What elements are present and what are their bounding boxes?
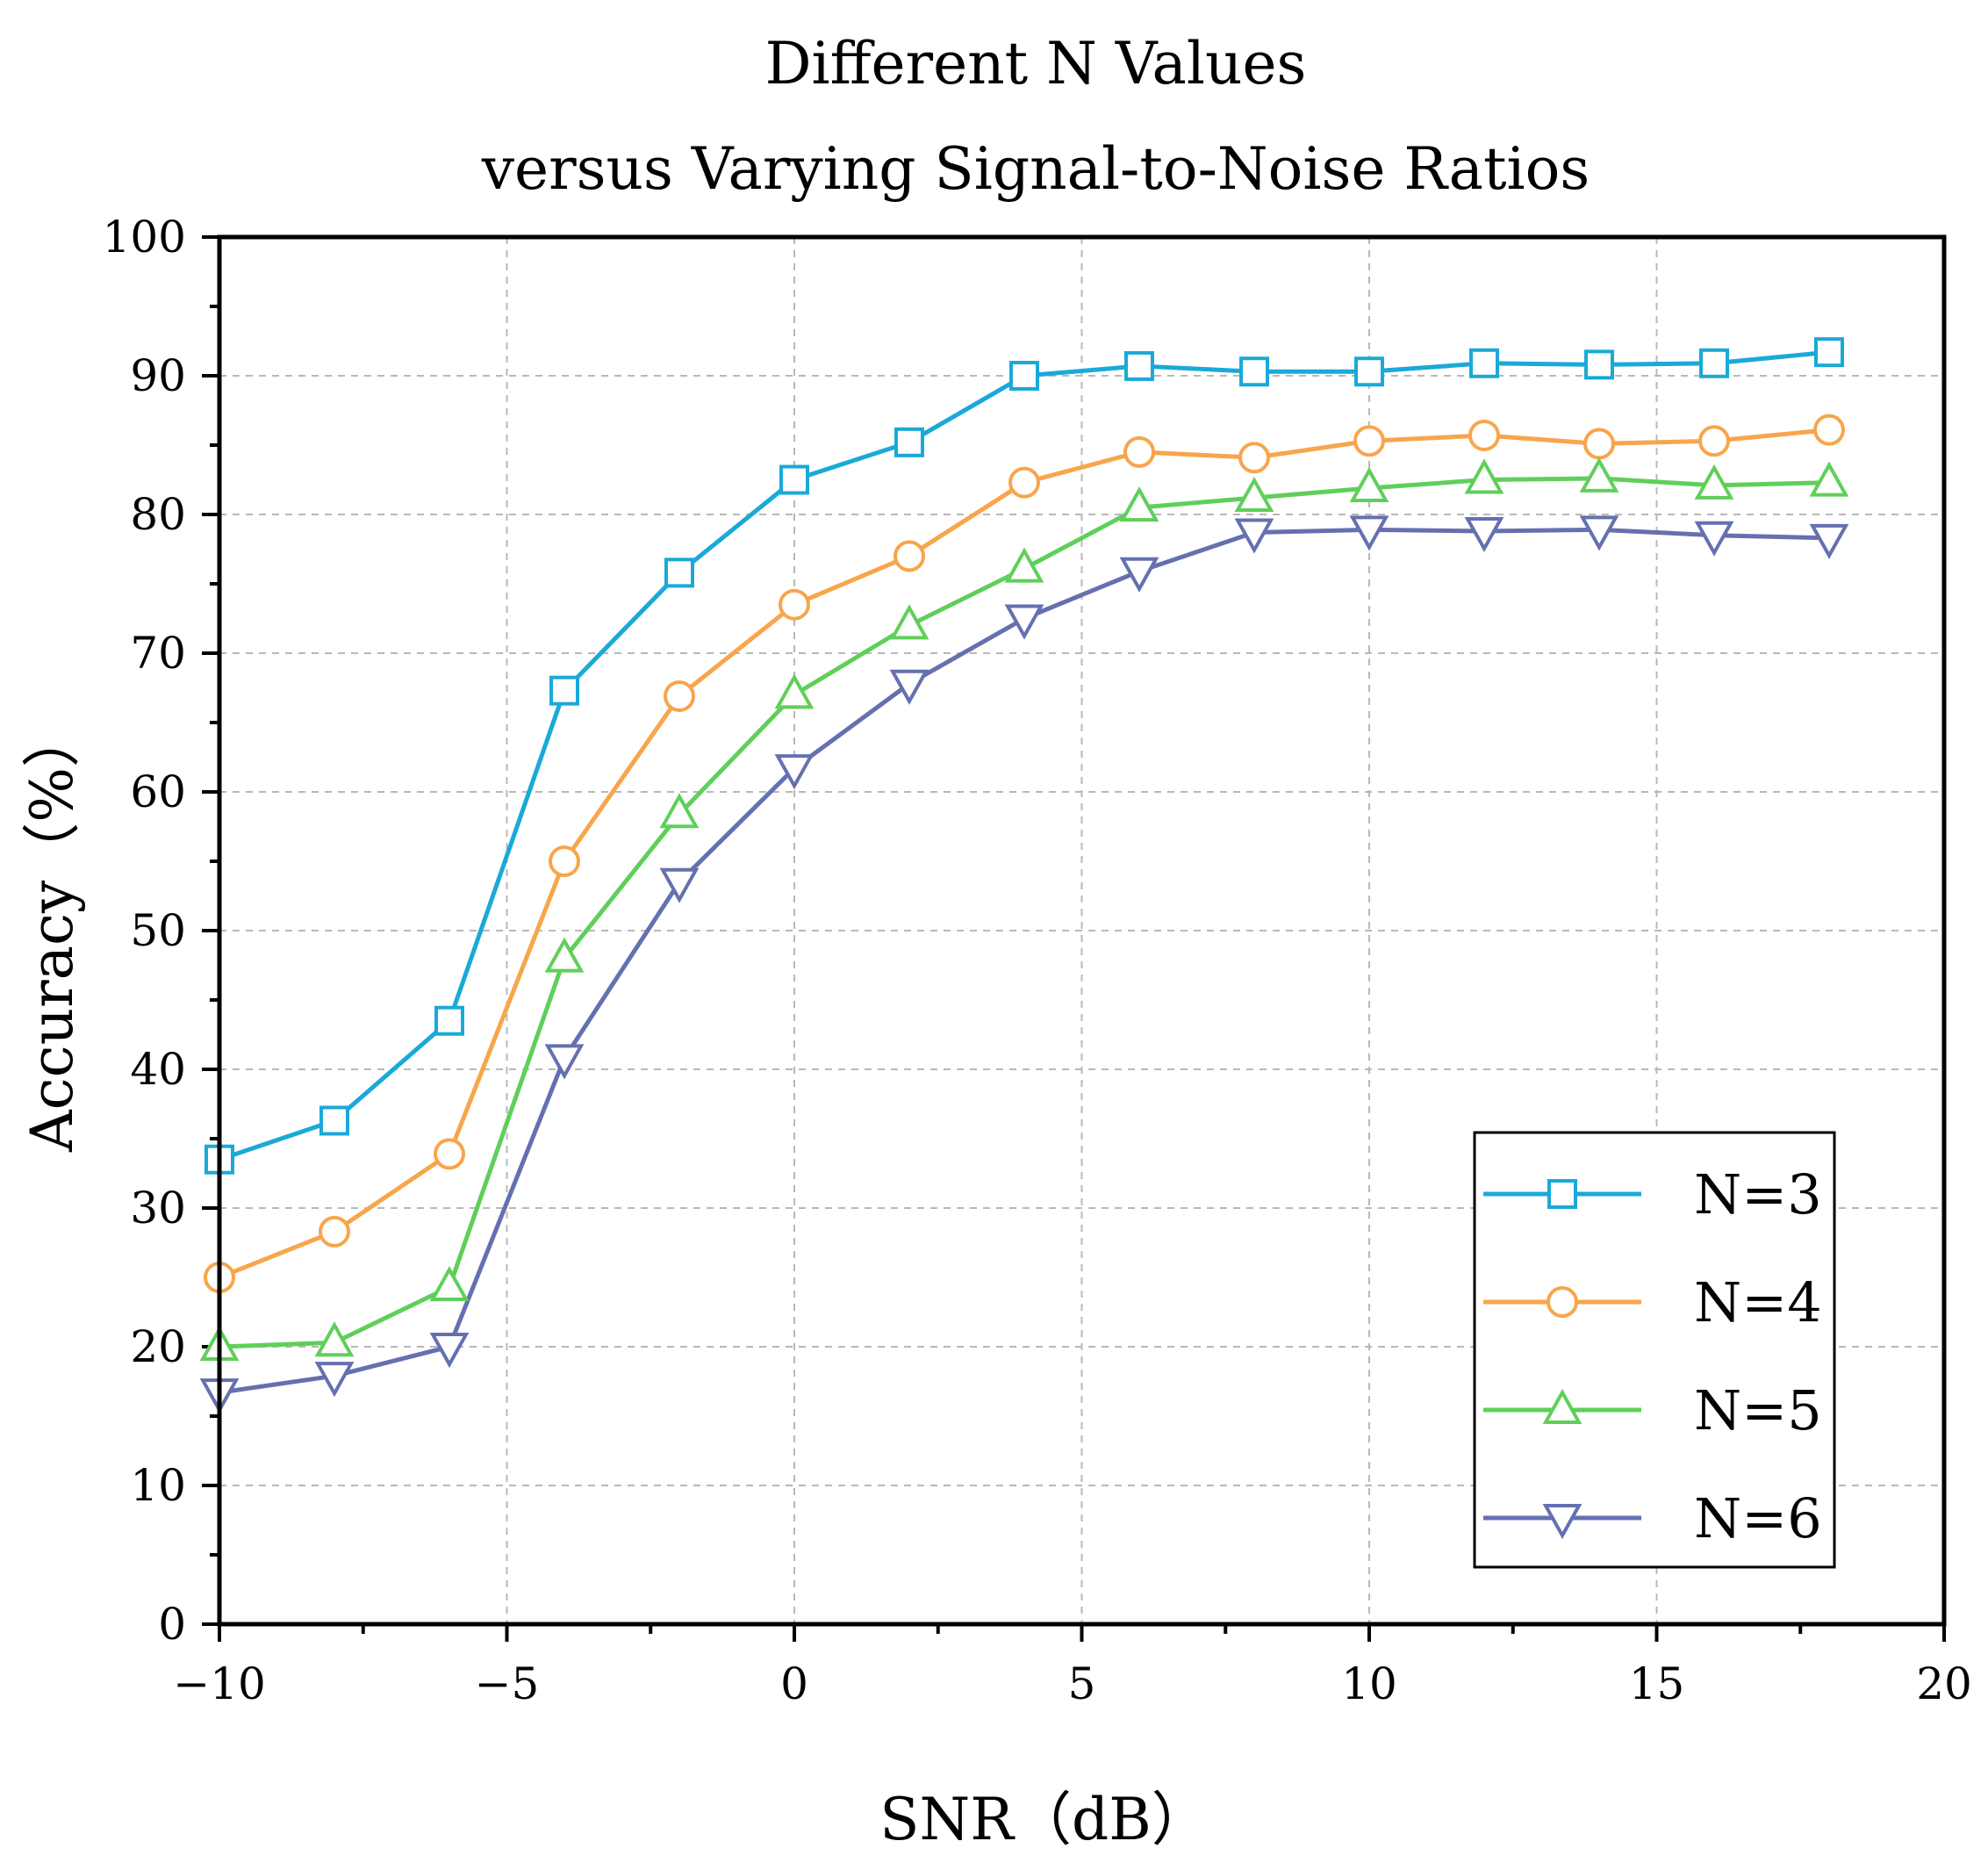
y-tick-label: 90 bbox=[130, 350, 186, 401]
data-point-n5 bbox=[1004, 547, 1044, 583]
data-point-n6 bbox=[659, 867, 700, 903]
data-point-n5 bbox=[1234, 476, 1274, 513]
data-point-n4 bbox=[664, 680, 695, 712]
data-point-n6 bbox=[429, 1333, 470, 1369]
x-tick-label: 0 bbox=[780, 1658, 808, 1709]
data-point-n6 bbox=[1694, 521, 1734, 557]
axis-ticks: 0 10 20 30 40 50 60 70 80 90 100 −10 −5 0 5 10 15 20 bbox=[103, 212, 1972, 1709]
y-tick-label: 30 bbox=[130, 1183, 186, 1233]
x-tick-label: 10 bbox=[1341, 1658, 1397, 1709]
data-point-n4 bbox=[434, 1138, 465, 1170]
y-tick-label: 0 bbox=[158, 1599, 186, 1650]
data-point-n4 bbox=[894, 540, 925, 572]
data-point-n6 bbox=[889, 669, 929, 705]
chart-title: Different N Values bbox=[765, 30, 1307, 97]
data-point-n5 bbox=[1119, 486, 1159, 522]
data-point-n3 bbox=[1469, 348, 1499, 378]
legend-marker-n6 bbox=[1542, 1504, 1583, 1540]
data-point-n3 bbox=[549, 675, 579, 706]
x-tick-label: 15 bbox=[1629, 1658, 1685, 1709]
data-point-n3 bbox=[1699, 348, 1729, 378]
x-tick-label: −5 bbox=[475, 1658, 540, 1709]
data-point-n3 bbox=[1584, 349, 1614, 380]
data-point-n5 bbox=[429, 1265, 470, 1302]
data-point-n6 bbox=[1464, 516, 1504, 553]
data-point-n6 bbox=[314, 1362, 355, 1398]
data-point-n5 bbox=[1579, 457, 1619, 493]
data-point-n4 bbox=[1123, 435, 1155, 468]
data-point-n5 bbox=[1464, 458, 1504, 494]
data-point-n4 bbox=[779, 588, 810, 621]
y-tick-label: 80 bbox=[130, 489, 186, 540]
data-point-n5 bbox=[1809, 461, 1849, 497]
data-point-n3 bbox=[1124, 350, 1154, 381]
data-point-n5 bbox=[889, 604, 929, 640]
y-tick-label: 50 bbox=[130, 905, 186, 956]
data-point-n3 bbox=[779, 464, 809, 495]
data-point-n6 bbox=[774, 754, 815, 790]
y-tick-label: 60 bbox=[130, 766, 186, 817]
data-point-n3 bbox=[1239, 356, 1269, 387]
data-point-n6 bbox=[544, 1044, 585, 1080]
data-point-n4 bbox=[319, 1215, 350, 1248]
data-point-n3 bbox=[1354, 356, 1384, 387]
data-point-n5 bbox=[774, 673, 815, 709]
data-point-n5 bbox=[314, 1321, 355, 1357]
data-point-n5 bbox=[659, 793, 700, 829]
legend-marker-n4 bbox=[1547, 1286, 1578, 1318]
legend-label-n6: N=6 bbox=[1694, 1486, 1822, 1550]
x-tick-label: −10 bbox=[173, 1658, 266, 1709]
data-point-n4 bbox=[549, 845, 580, 877]
data-point-n4 bbox=[1813, 414, 1845, 446]
data-point-n6 bbox=[1234, 518, 1274, 554]
data-point-n6 bbox=[1119, 557, 1159, 593]
y-tick-label: 40 bbox=[130, 1044, 186, 1095]
data-point-n4 bbox=[1008, 466, 1040, 499]
x-tick-label: 5 bbox=[1068, 1658, 1096, 1709]
data-point-n5 bbox=[544, 937, 585, 973]
data-point-n4 bbox=[1468, 419, 1500, 451]
data-point-n6 bbox=[1004, 604, 1044, 640]
data-point-n4 bbox=[1583, 428, 1615, 460]
y-tick-label: 10 bbox=[130, 1460, 186, 1511]
data-point-n4 bbox=[1238, 442, 1270, 474]
data-point-n6 bbox=[1809, 523, 1849, 559]
data-point-n6 bbox=[1349, 515, 1389, 551]
plot-frame bbox=[217, 234, 1947, 1627]
chart-subtitle: versus Varying Signal-to-Noise Ratios bbox=[481, 135, 1590, 203]
x-axis-label: SNR（dB） bbox=[879, 1786, 1209, 1853]
data-point-n3 bbox=[434, 1005, 464, 1036]
legend-label-n4: N=4 bbox=[1694, 1270, 1822, 1334]
legend-marker-n5 bbox=[1542, 1388, 1583, 1424]
data-point-n4 bbox=[1698, 425, 1730, 457]
data-point-n3 bbox=[1009, 361, 1039, 391]
legend-marker-n3 bbox=[1547, 1179, 1577, 1209]
y-tick-label: 70 bbox=[130, 628, 186, 679]
data-point-n6 bbox=[1579, 515, 1619, 551]
legend-label-n3: N=3 bbox=[1694, 1162, 1822, 1226]
legend: N=3 N=4 N=5 N=6 bbox=[1473, 1131, 1836, 1569]
legend-box bbox=[1473, 1131, 1836, 1569]
data-point-n4 bbox=[1353, 425, 1385, 457]
data-point-n3 bbox=[1814, 337, 1844, 368]
data-point-n5 bbox=[1349, 466, 1389, 502]
data-point-n3 bbox=[664, 557, 694, 588]
y-tick-label: 100 bbox=[103, 212, 186, 263]
legend-label-n5: N=5 bbox=[1694, 1378, 1822, 1442]
x-tick-label: 20 bbox=[1916, 1658, 1972, 1709]
data-point-n5 bbox=[1694, 464, 1734, 500]
series-markers bbox=[199, 337, 1849, 1414]
y-tick-label: 20 bbox=[130, 1321, 186, 1372]
data-point-n3 bbox=[894, 427, 924, 457]
data-point-n3 bbox=[319, 1105, 349, 1136]
y-axis-label: Accuracy（%） bbox=[18, 709, 86, 1153]
